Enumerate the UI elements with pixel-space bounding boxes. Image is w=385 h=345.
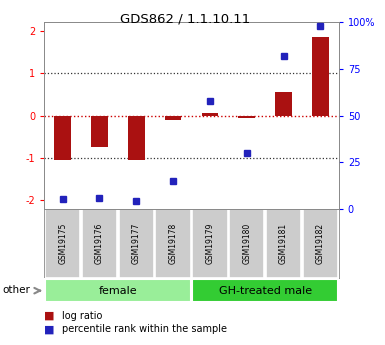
Bar: [128, 116, 145, 160]
Text: log ratio: log ratio: [62, 311, 102, 321]
Text: GSM19175: GSM19175: [58, 223, 67, 264]
Text: ■: ■: [44, 311, 55, 321]
Bar: [202, 114, 218, 116]
Bar: [54, 116, 71, 160]
Text: percentile rank within the sample: percentile rank within the sample: [62, 325, 227, 334]
Text: GDS862 / 1.1.10.11: GDS862 / 1.1.10.11: [120, 12, 250, 25]
Text: GSM19177: GSM19177: [132, 223, 141, 264]
Bar: [192, 279, 338, 302]
Bar: [275, 92, 292, 116]
Bar: [192, 209, 228, 278]
Bar: [45, 279, 191, 302]
Text: female: female: [99, 286, 137, 296]
Bar: [119, 209, 154, 278]
Bar: [312, 37, 329, 116]
Text: ■: ■: [44, 325, 55, 334]
Text: GH-treated male: GH-treated male: [219, 286, 312, 296]
Bar: [45, 209, 80, 278]
Bar: [82, 209, 117, 278]
Text: GSM19179: GSM19179: [206, 223, 214, 264]
Text: GSM19182: GSM19182: [316, 223, 325, 264]
Text: GSM19180: GSM19180: [242, 223, 251, 264]
Bar: [266, 209, 301, 278]
Text: GSM19178: GSM19178: [169, 223, 177, 264]
Bar: [303, 209, 338, 278]
Text: other: other: [2, 286, 30, 295]
Bar: [165, 116, 181, 120]
Bar: [229, 209, 264, 278]
Text: GSM19176: GSM19176: [95, 223, 104, 264]
Bar: [91, 116, 108, 147]
Bar: [238, 116, 255, 118]
Bar: [156, 209, 191, 278]
Text: GSM19181: GSM19181: [279, 223, 288, 264]
